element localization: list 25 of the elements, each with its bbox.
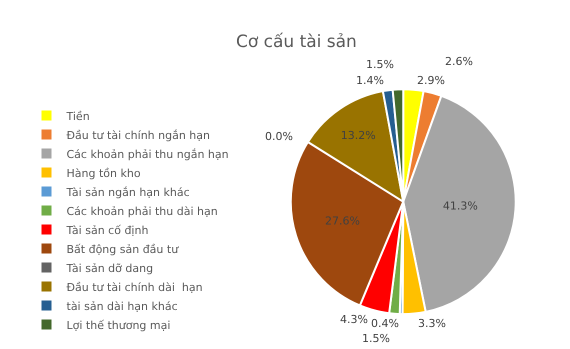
legend-label: Tài sản cố định [66,224,148,237]
legend-label: Các khoản phải thu ngắn hạn [66,148,229,161]
text: 0.0% [265,130,293,143]
legend-label: Bất động sản đầu tư [66,242,180,256]
legend-label: Tài sản dỡ dang [66,262,154,275]
data-label: 1.5% [366,58,394,71]
legend-label: Đầu tư tài chính ngắn hạn [66,128,210,142]
data-label: 27.6% [324,214,360,228]
legend-label: Hàng tồn kho [66,166,141,180]
data-label: 1.5% [362,332,390,345]
legend-label: Lợi thế thương mại [66,318,170,332]
chart-title: Cơ cấu tài sản [236,32,357,52]
legend-label: Tiền [66,110,90,123]
legend-label: Tài sản ngắn hạn khác [66,186,190,199]
data-label: 0.4% [371,317,399,330]
legend-label: Đầu tư tài chính dài hạn [66,280,203,294]
legend-label: Các khoản phải thu dài hạn [66,204,218,218]
data-label: 4.3% [340,313,368,326]
data-label: 41.3% [442,199,478,212]
data-label: 13.2% [340,128,376,142]
legend-label: tài sản dài hạn khác [66,300,178,313]
data-label: 2.9% [417,74,445,87]
data-label: 1.4% [356,74,384,87]
data-label: 2.6% [445,55,473,68]
data-label: 3.3% [418,317,446,330]
